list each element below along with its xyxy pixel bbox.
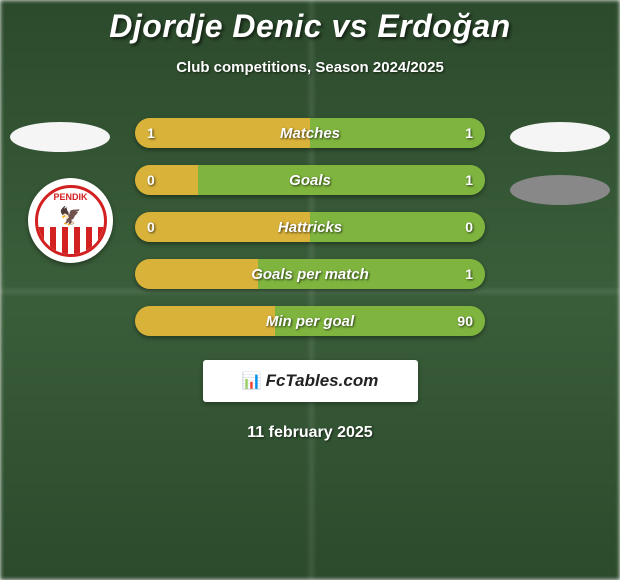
right-flag-1 — [510, 122, 610, 152]
comparison-title: Djordje Denic vs Erdoğan — [0, 8, 620, 45]
stat-label: Matches — [135, 125, 485, 142]
stat-label: Min per goal — [135, 313, 485, 330]
stat-value-left: 1 — [147, 125, 155, 141]
badge-text: PENDIK — [53, 192, 87, 202]
stat-row: Goals per match1 — [135, 259, 485, 289]
stat-value-left: 0 — [147, 219, 155, 235]
eagle-icon: 🦅 — [59, 206, 81, 227]
stat-row: Hattricks0 0 — [135, 212, 485, 242]
right-flag-2 — [510, 175, 610, 205]
date-label: 11 february 2025 — [0, 424, 620, 442]
stat-value-right: 90 — [457, 313, 473, 329]
stat-label: Goals per match — [135, 266, 485, 283]
stat-row: Goals0 1 — [135, 165, 485, 195]
stat-row: Min per goal90 — [135, 306, 485, 336]
stat-value-right: 1 — [465, 172, 473, 188]
stat-label: Hattricks — [135, 219, 485, 236]
stat-value-right: 1 — [465, 266, 473, 282]
stat-row: Matches1 1 — [135, 118, 485, 148]
stat-value-left: 0 — [147, 172, 155, 188]
left-flag-1 — [10, 122, 110, 152]
stat-value-right: 1 — [465, 125, 473, 141]
chart-icon: 📊 — [242, 371, 262, 391]
comparison-subtitle: Club competitions, Season 2024/2025 — [0, 59, 620, 76]
brand-text: FcTables.com — [266, 371, 379, 391]
club-badge: PENDIK 🦅 — [28, 178, 113, 263]
brand-box: 📊 FcTables.com — [203, 360, 418, 402]
stat-value-right: 0 — [465, 219, 473, 235]
stat-label: Goals — [135, 172, 485, 189]
